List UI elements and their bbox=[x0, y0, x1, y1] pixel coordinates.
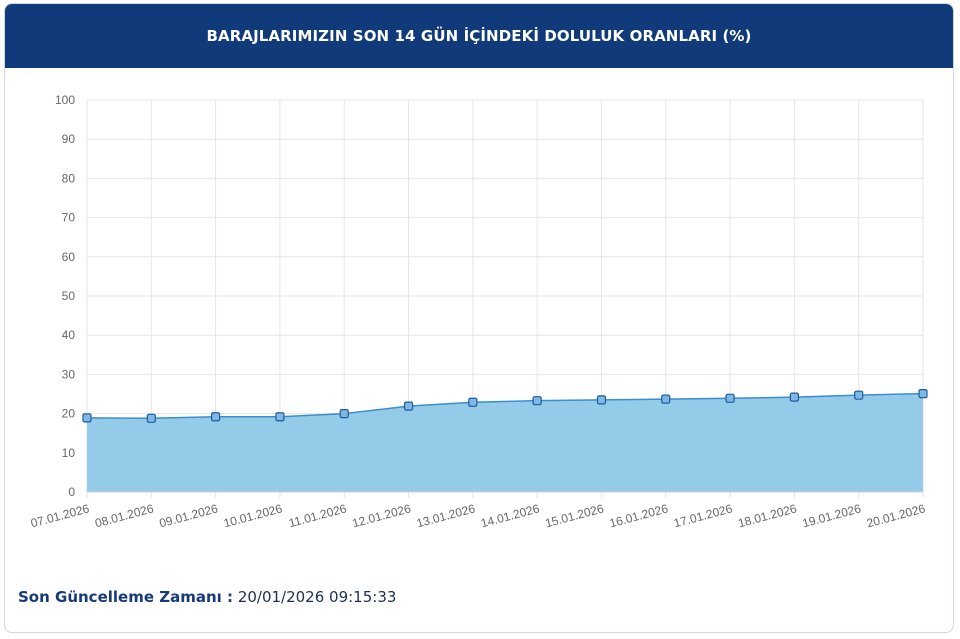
y-tick-label: 40 bbox=[62, 328, 76, 342]
series-line bbox=[86, 392, 924, 420]
x-tick-label: 17.01.2026 bbox=[672, 501, 734, 530]
x-tick-label: 07.01.2026 bbox=[29, 501, 91, 530]
data-point bbox=[403, 401, 414, 411]
x-tick-label: 13.01.2026 bbox=[415, 501, 477, 530]
data-point bbox=[339, 409, 349, 419]
data-point bbox=[789, 392, 799, 402]
y-tick-label: 20 bbox=[62, 407, 76, 421]
y-tick-label: 60 bbox=[62, 250, 76, 264]
x-tick-label: 15.01.2026 bbox=[544, 501, 606, 530]
x-tick-label: 18.01.2026 bbox=[737, 501, 799, 530]
last-update-value: 20/01/2026 09:15:33 bbox=[237, 588, 397, 606]
data-point bbox=[918, 389, 928, 399]
x-tick-label: 12.01.2026 bbox=[351, 501, 413, 530]
y-tick-label: 90 bbox=[62, 132, 76, 146]
chart-title: BARAJLARIMIZIN SON 14 GÜN İÇİNDEKİ DOLUL… bbox=[206, 27, 752, 45]
chart-card: BARAJLARIMIZIN SON 14 GÜN İÇİNDEKİ DOLUL… bbox=[4, 3, 954, 633]
x-tick-label: 19.01.2026 bbox=[801, 501, 863, 530]
x-tick-label: 11.01.2026 bbox=[287, 501, 348, 530]
y-tick-label: 0 bbox=[68, 485, 75, 499]
series-area bbox=[87, 393, 923, 492]
last-update: Son Güncelleme Zamanı : 20/01/2026 09:15… bbox=[18, 588, 396, 606]
x-tick-label: 20.01.2026 bbox=[865, 501, 927, 530]
x-tick-label: 10.01.2026 bbox=[222, 501, 284, 530]
x-tick-label: 14.01.2026 bbox=[479, 501, 541, 530]
y-tick-label: 80 bbox=[62, 171, 76, 185]
data-point bbox=[211, 412, 221, 422]
data-point bbox=[532, 396, 542, 406]
y-tick-label: 70 bbox=[62, 211, 76, 225]
data-point bbox=[596, 395, 607, 405]
data-point bbox=[725, 393, 735, 403]
y-tick-label: 50 bbox=[62, 289, 76, 303]
card-header: BARAJLARIMIZIN SON 14 GÜN İÇİNDEKİ DOLUL… bbox=[5, 4, 953, 68]
data-point bbox=[661, 394, 671, 404]
x-tick-label: 09.01.2026 bbox=[158, 501, 220, 530]
data-point bbox=[275, 412, 285, 422]
last-update-label: Son Güncelleme Zamanı : bbox=[18, 588, 234, 606]
dam-occupancy-chart: 0 10 20 30 40 50 60 70 80 90 100 07.01.2026 08.01.20… bbox=[29, 93, 928, 530]
data-point bbox=[82, 413, 92, 423]
y-tick-label: 10 bbox=[62, 446, 76, 460]
x-tick-label: 16.01.2026 bbox=[608, 501, 670, 530]
y-tick-label: 100 bbox=[55, 93, 75, 107]
y-tick-label: 30 bbox=[62, 367, 76, 381]
data-point bbox=[854, 390, 864, 400]
x-tick-label: 08.01.2026 bbox=[93, 501, 155, 530]
data-point bbox=[146, 413, 156, 423]
data-point bbox=[468, 397, 478, 407]
